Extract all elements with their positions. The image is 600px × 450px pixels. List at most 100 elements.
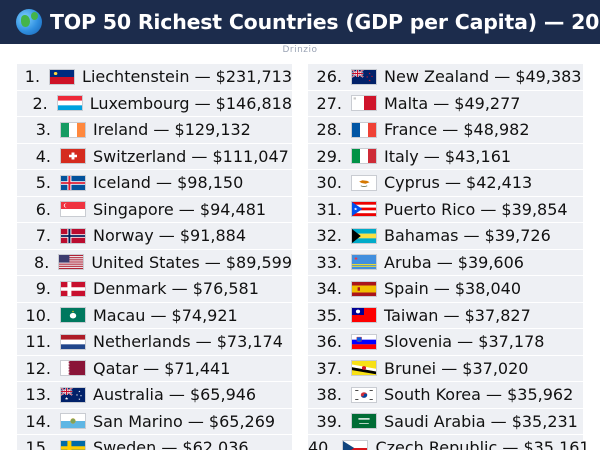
list-item: 38. South Korea — $35,962 — [308, 382, 583, 409]
country-label: Taiwan — $37,827 — [384, 305, 531, 325]
rank-number: 39. — [316, 411, 342, 431]
rank-number: 14. — [25, 411, 51, 431]
malta-flag-icon — [351, 95, 377, 112]
rank-number: 12. — [25, 358, 51, 378]
rank-number: 10. — [25, 305, 51, 325]
list-item: 36. Slovenia — $37,178 — [308, 329, 583, 356]
puerto-rico-flag-icon — [351, 201, 377, 218]
rank-number: 33. — [316, 252, 342, 272]
list-item: 27. Malta — $49,277 — [308, 90, 583, 117]
rank-number: 5. — [35, 173, 51, 193]
rank-number: 40. — [308, 438, 334, 450]
brunei-flag-icon — [351, 360, 377, 377]
rank-number: 13. — [25, 385, 51, 405]
list-item: 37. Brunei — $37,020 — [308, 355, 583, 382]
list-item: 3. Ireland — $129,132 — [17, 117, 292, 144]
country-label: South Korea — $35,962 — [384, 385, 574, 405]
united-states-flag-icon — [58, 254, 85, 271]
new-zealand-flag-icon — [351, 68, 377, 85]
rank-number: 26. — [316, 67, 342, 87]
country-label: France — $48,982 — [384, 120, 530, 140]
rank-number: 4. — [35, 146, 51, 166]
czech-republic-flag-icon — [342, 439, 369, 450]
list-item: 7. Norway — $91,884 — [17, 223, 292, 250]
luxembourg-flag-icon — [56, 95, 83, 112]
country-label: Macau — $74,921 — [93, 305, 238, 325]
country-label: Italy — $43,161 — [384, 146, 512, 166]
globe-icon — [16, 9, 42, 35]
rank-number: 7. — [35, 226, 51, 246]
rank-number: 1. — [24, 67, 41, 87]
list-item: 33. Aruba — $39,606 — [308, 249, 583, 276]
country-label: United States — $89,599 — [91, 252, 292, 272]
rank-number: 2. — [32, 93, 48, 113]
rank-number: 38. — [316, 385, 342, 405]
country-label: Switzerland — $111,047 — [93, 146, 289, 166]
country-label: Singapore — $94,481 — [93, 199, 267, 219]
country-label: Australia — $65,946 — [93, 385, 257, 405]
rank-number: 28. — [316, 120, 342, 140]
slovenia-flag-icon — [351, 333, 377, 350]
country-label: Sweden — $62,036 — [93, 438, 249, 450]
country-label: Denmark — $76,581 — [93, 279, 259, 299]
list-item: 30. Cyprus — $42,413 — [308, 170, 583, 197]
rank-number: 29. — [316, 146, 342, 166]
list-item: 6. Singapore — $94,481 — [17, 196, 292, 223]
list-item: 40. Czech Republic — $35,161 — [308, 435, 590, 450]
macau-flag-icon — [60, 307, 86, 324]
switzerland-flag-icon — [60, 148, 86, 165]
bahamas-flag-icon — [351, 227, 377, 244]
watermark: Drinzio — [282, 45, 318, 55]
country-label: Cyprus — $42,413 — [384, 173, 533, 193]
list-item: 1. Liechtenstein — $231,713 — [17, 64, 292, 91]
page-title: TOP 50 Richest Countries (GDP per Capita… — [50, 10, 600, 34]
rank-number: 3. — [35, 120, 51, 140]
taiwan-flag-icon — [351, 307, 377, 324]
cyprus-flag-icon — [351, 174, 377, 191]
rank-number: 11. — [25, 332, 51, 352]
iceland-flag-icon — [60, 174, 86, 191]
rank-number: 27. — [316, 93, 342, 113]
country-label: Bahamas — $39,726 — [384, 226, 551, 246]
liechtenstein-flag-icon — [49, 68, 76, 85]
list-item: 9. Denmark — $76,581 — [17, 276, 292, 303]
country-label: Netherlands — $73,174 — [93, 332, 283, 352]
list-item: 29. Italy — $43,161 — [308, 143, 583, 170]
san-marino-flag-icon — [60, 413, 86, 430]
rank-number: 8. — [34, 252, 50, 272]
country-label: Puerto Rico — $39,854 — [384, 199, 568, 219]
country-label: Spain — $38,040 — [384, 279, 522, 299]
country-label: Czech Republic — $35,161 — [375, 438, 590, 450]
rank-number: 6. — [35, 199, 51, 219]
country-label: Qatar — $71,441 — [93, 358, 231, 378]
rank-number: 37. — [316, 358, 342, 378]
south-korea-flag-icon — [351, 386, 377, 403]
list-item: 10. Macau — $74,921 — [17, 302, 292, 329]
country-label: Aruba — $39,606 — [384, 252, 524, 272]
singapore-flag-icon — [60, 201, 86, 218]
france-flag-icon — [351, 121, 377, 138]
list-item: 26. New Zealand — $49,383 — [308, 64, 583, 91]
rank-number: 31. — [316, 199, 342, 219]
list-item: 14. San Marino — $65,269 — [17, 408, 292, 435]
qatar-flag-icon — [60, 360, 86, 377]
netherlands-flag-icon — [60, 333, 86, 350]
rank-number: 36. — [316, 332, 342, 352]
rank-number: 9. — [35, 279, 51, 299]
country-label: Ireland — $129,132 — [93, 120, 251, 140]
list-item: 12. Qatar — $71,441 — [17, 355, 292, 382]
australia-flag-icon — [60, 386, 86, 403]
list-item: 28. France — $48,982 — [308, 117, 583, 144]
country-label: Saudi Arabia — $35,231 — [384, 411, 578, 431]
rank-number: 32. — [316, 226, 342, 246]
country-label: Brunei — $37,020 — [384, 358, 529, 378]
aruba-flag-icon — [351, 254, 377, 271]
ranking-list-left: 1. Liechtenstein — $231,713 2. Luxembourg … — [17, 64, 292, 450]
list-item: 13. Australia — $65,946 — [17, 382, 292, 409]
denmark-flag-icon — [60, 280, 86, 297]
rank-number: 35. — [316, 305, 342, 325]
country-label: Slovenia — $37,178 — [384, 332, 545, 352]
list-item: 8. United States — $89,599 — [17, 249, 292, 276]
list-item: 4. Switzerland — $111,047 — [17, 143, 292, 170]
list-item: 15. Sweden — $62,036 — [17, 435, 292, 450]
